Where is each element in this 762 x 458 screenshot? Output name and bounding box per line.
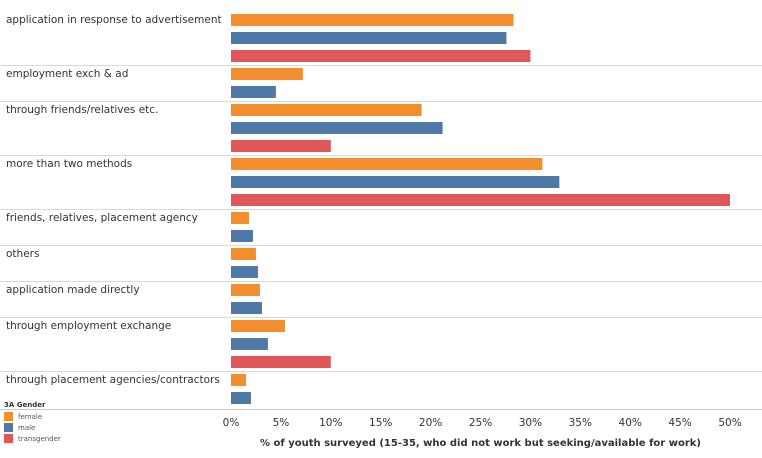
category-label: friends, relatives, placement agency bbox=[6, 212, 198, 224]
x-tick-label: 45% bbox=[668, 417, 691, 429]
category-label: employment exch & ad bbox=[6, 68, 128, 80]
bar-male bbox=[231, 338, 268, 350]
x-tick-label: 10% bbox=[319, 417, 342, 429]
bar-male bbox=[231, 302, 262, 314]
category-label: more than two methods bbox=[6, 158, 132, 170]
x-tick-label: 40% bbox=[619, 417, 642, 429]
legend-swatch bbox=[4, 412, 13, 421]
x-axis-label: % of youth surveyed (15-35, who did not … bbox=[260, 438, 701, 449]
bar-transgender bbox=[231, 50, 531, 62]
category-label: others bbox=[6, 248, 39, 260]
legend-label: female bbox=[18, 412, 43, 421]
x-tick-labels: 0% 5% 10% 15% 20% 25% 30% 35% 40% 45% 50% bbox=[223, 417, 742, 429]
legend-label: transgender bbox=[18, 434, 61, 443]
category-label: through placement agencies/contractors bbox=[6, 374, 220, 386]
bar-male bbox=[231, 230, 253, 242]
x-tick-label: 35% bbox=[569, 417, 592, 429]
row-separators bbox=[0, 65, 762, 372]
bar-male bbox=[231, 392, 251, 404]
x-tick-label: 50% bbox=[718, 417, 741, 429]
bar-female bbox=[231, 284, 260, 296]
bar-transgender bbox=[231, 356, 331, 368]
bar-male bbox=[231, 86, 276, 98]
legend-label: male bbox=[18, 423, 36, 432]
category-label: through friends/relatives etc. bbox=[6, 104, 158, 116]
bar-female bbox=[231, 320, 285, 332]
bars bbox=[231, 14, 730, 404]
legend-swatch bbox=[4, 423, 13, 432]
bar-transgender bbox=[231, 194, 730, 206]
legend-title: 3A Gender bbox=[4, 401, 46, 409]
category-labels: application in response to advertisement… bbox=[6, 14, 222, 386]
bar-female bbox=[231, 68, 303, 80]
legend-item-male: male bbox=[4, 422, 61, 433]
bar-male bbox=[231, 176, 560, 188]
bar-male bbox=[231, 32, 507, 44]
category-label: through employment exchange bbox=[6, 320, 171, 332]
legend-items: female male transgender bbox=[4, 411, 61, 444]
bar-female bbox=[231, 212, 249, 224]
legend-item-female: female bbox=[4, 411, 61, 422]
bar-male bbox=[231, 122, 443, 134]
x-tick-label: 0% bbox=[223, 417, 240, 429]
category-label: application made directly bbox=[6, 284, 140, 296]
legend: 3A Gender female male transgender bbox=[4, 401, 61, 444]
bar-female bbox=[231, 158, 543, 170]
x-tick-label: 5% bbox=[273, 417, 290, 429]
bar-transgender bbox=[231, 140, 331, 152]
category-label: application in response to advertisement bbox=[6, 14, 222, 26]
x-tick-label: 15% bbox=[369, 417, 392, 429]
x-tick-label: 25% bbox=[469, 417, 492, 429]
bar-female bbox=[231, 374, 246, 386]
bar-female bbox=[231, 14, 514, 26]
bar-male bbox=[231, 266, 258, 278]
legend-item-transgender: transgender bbox=[4, 433, 61, 444]
bar-female bbox=[231, 104, 422, 116]
x-tick-label: 30% bbox=[519, 417, 542, 429]
legend-swatch bbox=[4, 434, 13, 443]
x-tick-label: 20% bbox=[419, 417, 442, 429]
bar-female bbox=[231, 248, 256, 260]
